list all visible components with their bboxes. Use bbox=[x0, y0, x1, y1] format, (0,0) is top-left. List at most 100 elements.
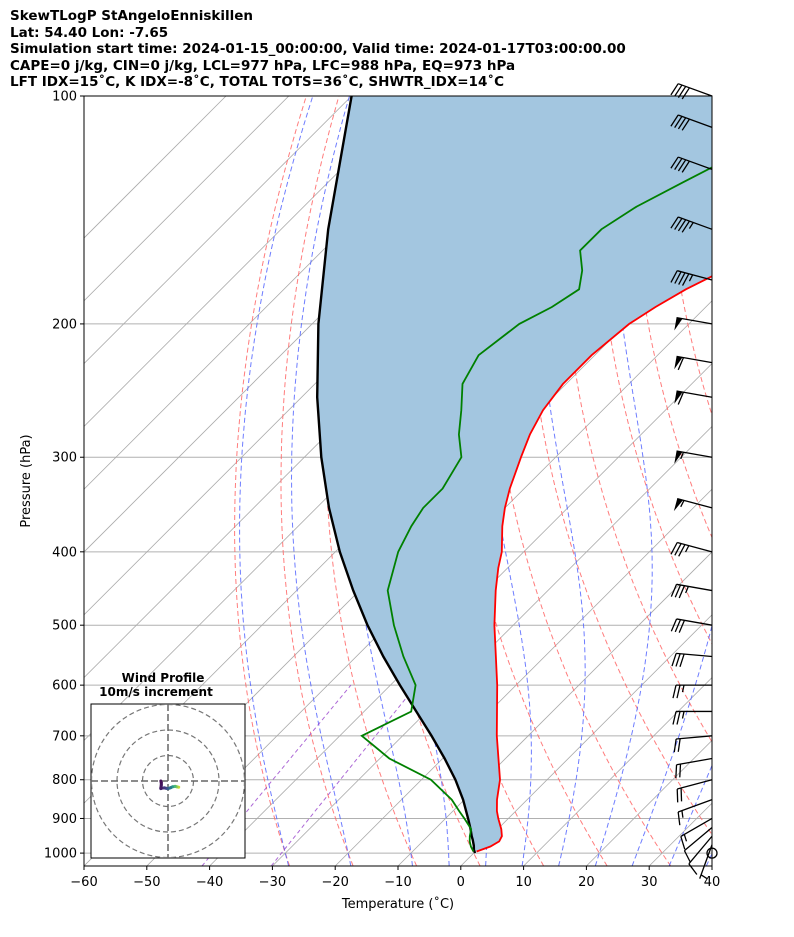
y-tick-label: 300 bbox=[52, 451, 77, 466]
x-tick-label: 10 bbox=[515, 875, 532, 890]
barb-staff bbox=[677, 270, 713, 281]
barb-pennant bbox=[674, 391, 683, 404]
barb-staff bbox=[680, 817, 713, 838]
x-tick-label: −20 bbox=[321, 875, 348, 890]
wind-barb bbox=[670, 156, 713, 173]
dry-adiabat bbox=[561, 96, 712, 743]
x-axis-label: Temperature (˚C) bbox=[341, 896, 454, 912]
wind-barb bbox=[677, 799, 713, 826]
wind-barb bbox=[673, 497, 713, 512]
wind-barb bbox=[672, 710, 712, 725]
wind-barb bbox=[699, 844, 713, 880]
isotherm bbox=[84, 96, 352, 365]
barb-flag bbox=[677, 391, 685, 405]
barb-flag bbox=[674, 116, 683, 128]
barb-flag bbox=[681, 118, 690, 131]
barb-staff bbox=[677, 83, 713, 97]
barb-staff bbox=[676, 735, 713, 740]
barb-half-flag bbox=[681, 810, 684, 818]
barb-flag bbox=[674, 584, 682, 598]
barb-staff bbox=[677, 779, 713, 790]
barb-flag bbox=[670, 83, 679, 96]
y-tick-label: 900 bbox=[52, 812, 77, 827]
barb-flag bbox=[677, 811, 681, 826]
stability-indices: LFT IDX=15˚C, K IDX=-8˚C, TOTAL TOTS=36˚… bbox=[10, 74, 505, 91]
dry-adiabat bbox=[729, 96, 794, 866]
wind-barb bbox=[676, 779, 713, 803]
isotherm bbox=[84, 96, 415, 427]
barb-flag bbox=[676, 711, 681, 725]
wind-barb bbox=[673, 735, 713, 753]
isotherm bbox=[209, 363, 712, 866]
barb-flag bbox=[672, 684, 677, 699]
chart-title: SkewTLogP StAngeloEnniskillen bbox=[10, 8, 253, 24]
barb-flag bbox=[674, 271, 682, 284]
wind-barb bbox=[674, 355, 713, 371]
barb-flag bbox=[670, 270, 678, 283]
dewpoint-line bbox=[360, 166, 712, 852]
barb-half-flag bbox=[688, 222, 694, 229]
barb-flag bbox=[678, 272, 686, 285]
x-tick-label: 40 bbox=[704, 875, 721, 890]
wind-barb bbox=[674, 450, 713, 464]
axes: −60 −50 −40 −30 −20 −10 0 10 20 30 40 1000 900 800 700… bbox=[19, 90, 720, 913]
x-tick-label: −60 bbox=[70, 875, 97, 890]
barb-flag bbox=[688, 863, 698, 875]
barb-flag bbox=[672, 711, 677, 725]
barb-flag bbox=[670, 114, 679, 127]
barb-flag bbox=[678, 620, 686, 633]
moist-adiabat bbox=[290, 96, 352, 866]
barb-pennant bbox=[673, 498, 684, 512]
barb-flag bbox=[678, 544, 686, 557]
isotherm bbox=[460, 614, 712, 866]
x-tick-label: 0 bbox=[457, 875, 465, 890]
dry-adiabat bbox=[234, 96, 307, 866]
barb-half-flag bbox=[700, 874, 708, 880]
barb-staff bbox=[684, 826, 713, 852]
barb-flag bbox=[678, 585, 686, 599]
barb-half-flag bbox=[683, 834, 688, 842]
barb-half-flag bbox=[688, 274, 694, 282]
isotherm bbox=[84, 96, 227, 239]
barb-flag bbox=[681, 273, 690, 286]
hodograph-subtitle: 10m/s increment bbox=[99, 685, 213, 699]
barb-flag bbox=[681, 220, 690, 233]
barb-flag bbox=[671, 653, 677, 667]
wind-barb bbox=[675, 757, 713, 779]
isotherm bbox=[146, 300, 712, 866]
location-coordinates: Lat: 54.40 Lon: -7.65 bbox=[10, 24, 169, 41]
isotherm bbox=[775, 96, 794, 866]
moist-adiabat bbox=[239, 96, 314, 866]
barb-staff bbox=[676, 757, 713, 766]
dry-adiabat bbox=[762, 96, 794, 866]
wind-barbs bbox=[670, 83, 718, 880]
y-tick-label: 800 bbox=[52, 773, 77, 788]
isotherm bbox=[397, 551, 712, 866]
dry-adiabat bbox=[630, 96, 712, 539]
moist-adiabat bbox=[668, 764, 712, 866]
barb-staff bbox=[676, 390, 713, 398]
barb-half-flag bbox=[685, 586, 689, 594]
wind-barb bbox=[670, 216, 713, 233]
barb-flag bbox=[670, 156, 679, 169]
barb-flag bbox=[676, 684, 681, 699]
isotherm bbox=[711, 865, 712, 866]
barb-flag bbox=[674, 543, 682, 556]
x-tick-label: −40 bbox=[196, 875, 223, 890]
x-tick-label: 20 bbox=[578, 875, 595, 890]
mixing-ratio-line bbox=[270, 684, 417, 866]
moist-adiabat bbox=[705, 852, 712, 866]
y-tick-label: 700 bbox=[52, 729, 77, 744]
wind-barb bbox=[670, 541, 713, 557]
hodograph-title: Wind Profile bbox=[122, 671, 205, 685]
barb-half-flag bbox=[680, 451, 685, 460]
hodograph-ring bbox=[116, 729, 220, 833]
y-tick-label: 500 bbox=[52, 619, 77, 634]
barb-flag bbox=[674, 158, 683, 170]
barb-staff bbox=[677, 541, 713, 553]
barb-flag bbox=[680, 836, 686, 850]
barb-flag bbox=[670, 618, 678, 632]
simulation-times: Simulation start time: 2024-01-15_00:00:… bbox=[10, 41, 626, 58]
barb-flag bbox=[677, 219, 687, 232]
